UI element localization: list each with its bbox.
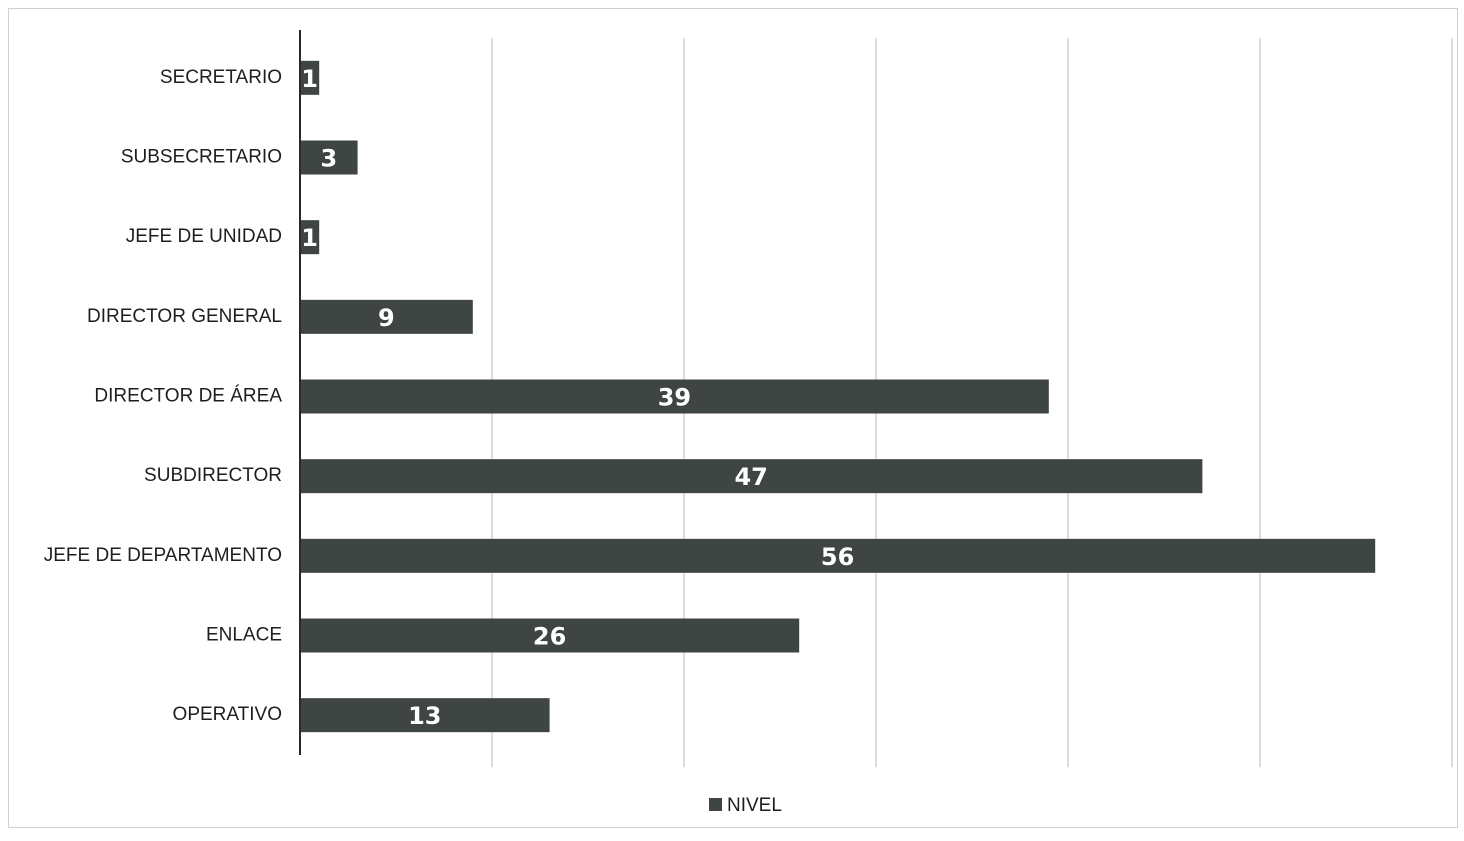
data-label: 9 [378, 304, 395, 332]
category-label: DIRECTOR GENERAL [87, 306, 282, 327]
bar [300, 60, 320, 95]
category-label: DIRECTOR DE ÁREA [94, 386, 282, 407]
data-label: 26 [533, 623, 566, 651]
bar [300, 220, 320, 255]
category-label: JEFE DE DEPARTAMENTO [44, 545, 282, 566]
category-label: ENLACE [206, 625, 282, 646]
chart-frame [8, 8, 1458, 828]
data-label: 13 [408, 702, 441, 730]
bar [300, 538, 1376, 573]
data-label: 3 [320, 145, 337, 173]
category-label: SECRETARIO [160, 67, 282, 88]
bars [300, 60, 1376, 733]
category-label: JEFE DE UNIDAD [126, 226, 282, 247]
category-label: OPERATIVO [173, 704, 282, 725]
bar [300, 698, 550, 733]
data-label: 39 [658, 384, 691, 412]
legend-swatch [709, 798, 722, 811]
category-labels: SECRETARIO SUBSECRETARIO JEFE DE UNIDAD DIR… [44, 67, 283, 725]
data-label: 1 [301, 65, 318, 93]
bar [300, 459, 1203, 494]
data-label: 47 [734, 463, 767, 491]
category-label: SUBSECRETARIO [121, 147, 282, 168]
category-label: SUBDIRECTOR [144, 465, 282, 486]
bar [300, 140, 358, 175]
legend: NIVEL [709, 795, 782, 816]
data-label: 1 [301, 224, 318, 252]
data-label: 56 [821, 543, 854, 571]
bar [300, 618, 800, 653]
bar [300, 299, 473, 334]
bar [300, 379, 1049, 414]
legend-label: NIVEL [727, 795, 782, 816]
